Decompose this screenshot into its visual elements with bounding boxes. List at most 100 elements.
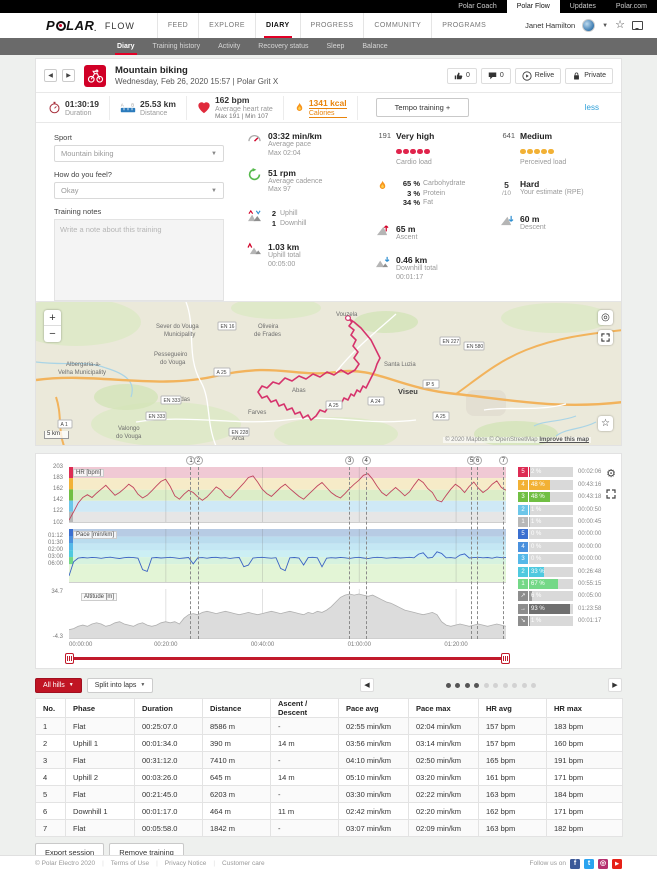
x-axis-tick: 00:20:00 bbox=[154, 642, 178, 648]
altitude-chart[interactable] bbox=[69, 589, 506, 639]
map-label: do Vouga bbox=[116, 434, 142, 440]
pager-dot[interactable] bbox=[521, 682, 527, 688]
zone-time: 00:43:18 bbox=[578, 494, 602, 500]
zone-row: → 93 % 01:23:58 bbox=[518, 603, 618, 614]
facebook-icon[interactable]: f bbox=[570, 858, 580, 869]
next-session-button[interactable]: ▶ bbox=[62, 69, 75, 82]
terms-link[interactable]: Terms of Use bbox=[110, 860, 150, 867]
subnav-item[interactable]: Sleep bbox=[326, 43, 345, 50]
lap-row[interactable]: 1 Flat 00:25:07.0 8586 m -02:55 min/km 02:04 … bbox=[35, 717, 623, 735]
chevron-down-icon[interactable]: ▼ bbox=[602, 22, 609, 29]
scrubber-handle-right[interactable] bbox=[501, 653, 510, 664]
calories-value[interactable]: 1341 kcal bbox=[308, 97, 347, 109]
zoom-in-button[interactable]: + bbox=[44, 310, 61, 326]
sport-select[interactable]: Mountain biking ▼ bbox=[54, 145, 224, 162]
lap-row[interactable]: 4 Uphill 2 00:03:26.0 645 m 14 m 05:10 min/km… bbox=[35, 768, 623, 786]
lap-row[interactable]: 2 Uphill 1 00:01:34.0 390 m 14 m 03:56 min/km… bbox=[35, 734, 623, 752]
subnav-item[interactable]: Recovery status bbox=[258, 43, 309, 50]
relive-button[interactable]: Relive bbox=[514, 67, 562, 84]
hr-chart[interactable] bbox=[69, 467, 506, 523]
subnav-item[interactable]: Diary bbox=[108, 38, 144, 55]
pager-dot[interactable] bbox=[512, 682, 518, 688]
pace-chart-label: Pace [min/km] bbox=[73, 531, 118, 539]
main-menu-item[interactable]: DIARY bbox=[255, 13, 300, 38]
scrubber-handle-left[interactable] bbox=[65, 653, 74, 664]
split-laps-button[interactable]: Split into laps ▼ bbox=[86, 677, 154, 693]
road-shield: EN 333 bbox=[164, 398, 181, 404]
main-menu-item[interactable]: EXPLORE bbox=[198, 13, 255, 38]
charts-y-axis: 203 183 162 142 122 102 01:12 01:30 02:00 03:00 06… bbox=[36, 464, 66, 652]
privacy-button[interactable]: Private bbox=[565, 67, 613, 84]
topbar-link[interactable]: Updates bbox=[569, 3, 596, 10]
subnav-item[interactable]: Training history bbox=[152, 43, 201, 50]
main-menu-item[interactable]: PROGRAMS bbox=[431, 13, 496, 38]
pace-chart[interactable] bbox=[69, 529, 506, 583]
charts-plots[interactable]: HR [bpm] Pace [min/km] Altitude [m] bbox=[69, 467, 506, 639]
privacy-link[interactable]: Privacy Notice bbox=[164, 860, 207, 867]
locate-button[interactable]: ◎ bbox=[598, 310, 613, 325]
map-favorite-button[interactable]: ☆ bbox=[598, 416, 613, 431]
instagram-icon[interactable]: ◎ bbox=[598, 858, 608, 869]
lap-row[interactable]: 7 Flat 00:05:58.0 1842 m -03:07 min/km 02:09 … bbox=[35, 819, 623, 837]
main-menu-item[interactable]: COMMUNITY bbox=[363, 13, 431, 38]
metrics-column-3: 641 Medium Perceived load 5 /10 Hard Your … bbox=[498, 131, 620, 241]
lap-row[interactable]: 3 Flat 00:31:12.0 7410 m -04:10 min/km 02:50 … bbox=[35, 751, 623, 769]
feel-select[interactable]: Okay ▼ bbox=[54, 182, 224, 199]
pager-dot[interactable] bbox=[445, 682, 451, 688]
training-notes-input[interactable] bbox=[54, 219, 224, 301]
less-link[interactable]: less bbox=[584, 103, 599, 112]
comment-count: 0 bbox=[499, 72, 504, 79]
topbar-link[interactable]: Polar.com bbox=[615, 3, 647, 10]
training-benefit-button[interactable]: Tempo training + bbox=[375, 98, 470, 117]
lap-row[interactable]: 6 Downhill 1 00:01:17.0 464 m 11 m 02:42 min/… bbox=[35, 802, 623, 820]
rpe-label: Your estimate (RPE) bbox=[520, 188, 584, 196]
polar-logo[interactable]: P LAR. bbox=[46, 18, 97, 33]
lap-row[interactable]: 5 Flat 00:21:45.0 6203 m -03:30 min/km 02:22 … bbox=[35, 785, 623, 803]
youtube-icon[interactable]: ▶ bbox=[612, 858, 622, 869]
topbar-link[interactable]: Polar Coach bbox=[458, 3, 497, 10]
pager-dot[interactable] bbox=[502, 682, 508, 688]
energy-rows: 65 % Carbohydrate 3 % Protein 34 % Fat bbox=[396, 179, 466, 208]
pager-dot[interactable] bbox=[455, 682, 461, 688]
downhill-total-metric: 0.46 km Downhill total 00:01:17 bbox=[374, 255, 496, 283]
laps-header-cell: Distance bbox=[202, 698, 271, 718]
like-count: 0 bbox=[465, 72, 470, 79]
comment-button[interactable]: 0 bbox=[480, 67, 511, 84]
subnav-item[interactable]: Activity bbox=[218, 43, 241, 50]
pager-dot[interactable] bbox=[474, 682, 480, 688]
chart-settings-gear-icon[interactable]: ⚙ bbox=[606, 468, 616, 480]
improve-map-link[interactable]: Improve this map bbox=[539, 437, 589, 443]
pager-dot[interactable] bbox=[483, 682, 489, 688]
avatar[interactable] bbox=[582, 19, 596, 32]
prev-session-button[interactable]: ◀ bbox=[44, 69, 57, 82]
scrubber-track[interactable] bbox=[69, 657, 506, 660]
map-label: de Frades bbox=[254, 332, 281, 338]
pager-prev-button[interactable]: ◀ bbox=[360, 678, 374, 692]
calories-label[interactable]: Calories bbox=[308, 110, 347, 118]
notifications-icon[interactable] bbox=[632, 21, 643, 30]
subnav-item[interactable]: Balance bbox=[362, 43, 388, 50]
pager-dot[interactable] bbox=[531, 682, 537, 688]
pager-dot[interactable] bbox=[493, 682, 499, 688]
twitter-icon[interactable]: t bbox=[584, 858, 594, 869]
main-menu-item[interactable]: FEED bbox=[156, 13, 198, 38]
star-icon[interactable]: ☆ bbox=[615, 19, 625, 31]
pager-dot[interactable] bbox=[464, 682, 470, 688]
road-shield: A 25 bbox=[329, 403, 339, 409]
username[interactable]: Janet Hamilton bbox=[525, 21, 576, 30]
zoom-out-button[interactable]: − bbox=[49, 328, 56, 340]
chart-fullscreen-icon[interactable] bbox=[606, 489, 616, 499]
energy-row: 34 % Fat bbox=[402, 198, 434, 208]
hills-filter-button[interactable]: All hills ▼ bbox=[35, 677, 82, 693]
customer-care-link[interactable]: Customer care bbox=[222, 860, 265, 867]
zone-number: 2 bbox=[518, 504, 528, 515]
main-menu-item[interactable]: PROGRESS bbox=[299, 13, 364, 38]
topbar-link[interactable]: Polar Flow bbox=[506, 0, 560, 13]
like-button[interactable]: 0 bbox=[446, 67, 477, 84]
route-map[interactable]: Sever do Vouga Municipality Pessegueiro … bbox=[36, 301, 621, 445]
zone-bar: 0 % bbox=[529, 541, 573, 552]
map-fullscreen-button[interactable] bbox=[598, 330, 613, 345]
pager-next-button[interactable]: ▶ bbox=[608, 678, 622, 692]
zone-percent: 0 % bbox=[531, 531, 542, 537]
zone-bar: 1 % bbox=[529, 504, 573, 515]
